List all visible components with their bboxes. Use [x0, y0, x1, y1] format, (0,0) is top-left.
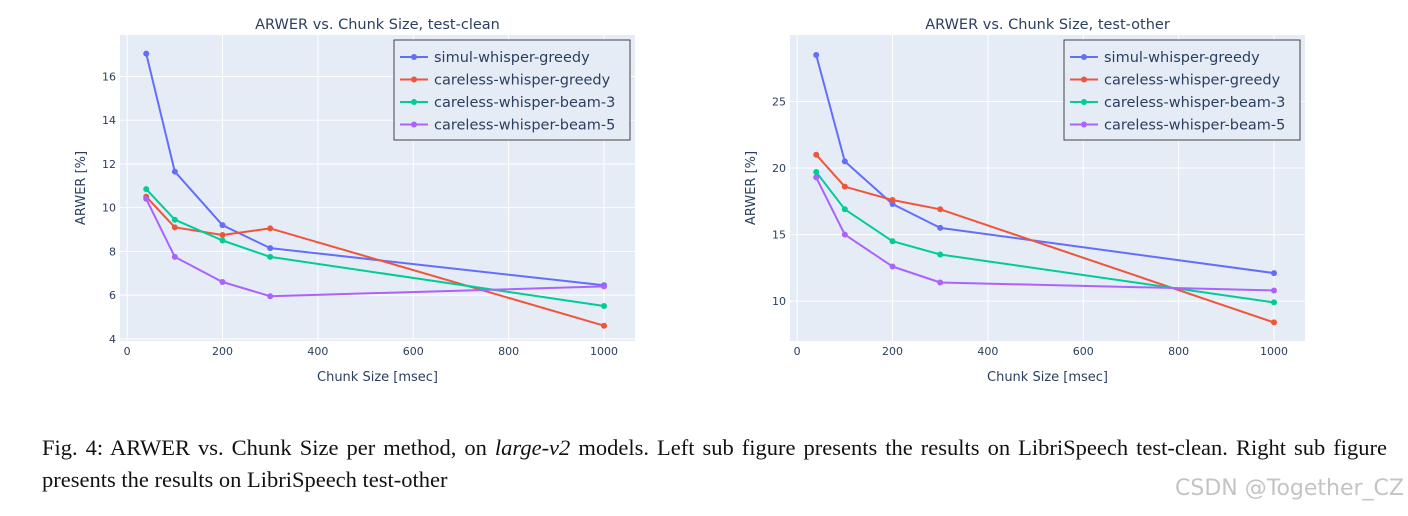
legend-label: careless-whisper-beam-5 — [434, 118, 615, 134]
x-tick-label: 0 — [124, 345, 131, 358]
data-point-careless-whisper-beam-5 — [1271, 287, 1278, 294]
legend-swatch-marker — [411, 121, 417, 128]
x-axis-label: Chunk Size [msec] — [987, 370, 1108, 385]
data-point-careless-whisper-beam-5 — [143, 195, 150, 202]
y-tick-label: 4 — [109, 333, 116, 346]
data-point-careless-whisper-beam-3 — [813, 169, 820, 176]
y-axis-label: ARWER [%] — [744, 151, 759, 225]
x-tick-label: 800 — [498, 345, 519, 358]
x-tick-label: 1000 — [590, 345, 618, 358]
x-tick-label: 200 — [882, 345, 903, 358]
data-point-careless-whisper-beam-3 — [1271, 299, 1278, 306]
x-tick-label: 400 — [307, 345, 328, 358]
data-point-simul-whisper-greedy — [219, 222, 226, 229]
x-tick-label: 800 — [1168, 345, 1189, 358]
data-point-careless-whisper-greedy — [1271, 319, 1278, 326]
data-point-simul-whisper-greedy — [143, 50, 150, 57]
data-point-careless-whisper-beam-3 — [889, 238, 896, 245]
caption-prefix: Fig. 4: ARWER vs. Chunk Size per method,… — [42, 435, 495, 460]
chart-title: ARWER vs. Chunk Size, test-clean — [255, 17, 500, 33]
data-point-simul-whisper-greedy — [813, 51, 820, 58]
data-point-careless-whisper-beam-3 — [171, 216, 178, 223]
data-point-careless-whisper-beam-3 — [143, 186, 150, 193]
data-point-simul-whisper-greedy — [267, 245, 274, 252]
legend-label: careless-whisper-beam-3 — [1104, 95, 1285, 111]
y-tick-label: 6 — [109, 289, 116, 302]
data-point-careless-whisper-beam-5 — [219, 278, 226, 285]
caption-suffix: models. Left sub figure presents the res… — [42, 435, 1388, 492]
figure-caption: Fig. 4: ARWER vs. Chunk Size per method,… — [42, 432, 1387, 496]
legend-swatch-marker — [1081, 76, 1087, 83]
x-tick-label: 1000 — [1260, 345, 1288, 358]
data-point-careless-whisper-beam-5 — [171, 253, 178, 260]
y-axis-label: ARWER [%] — [74, 151, 89, 225]
legend-label: simul-whisper-greedy — [1104, 50, 1260, 66]
chart-test-clean: 0 200 400 600 800 1000 4 6 8 10 12 14 16 ARWER vs. Ch… — [74, 17, 635, 385]
y-tick-label: 15 — [772, 229, 786, 242]
data-point-careless-whisper-greedy — [601, 322, 608, 329]
x-tick-label: 400 — [977, 345, 998, 358]
data-point-careless-whisper-beam-3 — [937, 251, 944, 258]
data-point-careless-whisper-beam-5 — [841, 231, 848, 238]
data-point-simul-whisper-greedy — [937, 224, 944, 231]
y-tick-label: 10 — [102, 202, 116, 215]
legend-label: careless-whisper-greedy — [434, 73, 611, 89]
data-point-careless-whisper-beam-3 — [841, 206, 848, 213]
data-point-careless-whisper-greedy — [937, 206, 944, 213]
legend-swatch-marker — [1081, 121, 1087, 128]
legend-box — [1063, 39, 1301, 141]
data-point-careless-whisper-beam-5 — [937, 279, 944, 286]
data-point-simul-whisper-greedy — [841, 158, 848, 165]
legend-label: careless-whisper-greedy — [1104, 73, 1281, 89]
legend-label: careless-whisper-beam-3 — [434, 95, 615, 111]
x-tick-label: 600 — [1073, 345, 1094, 358]
data-point-careless-whisper-beam-3 — [267, 253, 274, 260]
data-point-careless-whisper-greedy — [267, 225, 274, 232]
y-tick-label: 14 — [102, 114, 116, 127]
legend-swatch-marker — [411, 54, 417, 60]
data-point-simul-whisper-greedy — [171, 168, 178, 175]
chart-test-other: 0 200 400 600 800 1000 10 15 20 25 ARWER vs. Chunk… — [744, 17, 1305, 385]
legend-swatch-marker — [411, 76, 417, 83]
x-tick-label: 0 — [794, 345, 801, 358]
y-tick-label: 8 — [109, 245, 116, 258]
legend-label: simul-whisper-greedy — [434, 50, 590, 66]
y-tick-label: 25 — [772, 96, 786, 109]
data-point-careless-whisper-beam-5 — [267, 293, 274, 300]
data-point-careless-whisper-greedy — [841, 183, 848, 190]
y-tick-label: 10 — [772, 295, 786, 308]
data-point-careless-whisper-beam-3 — [219, 237, 226, 244]
data-point-careless-whisper-greedy — [889, 196, 896, 203]
legend-label: careless-whisper-beam-5 — [1104, 118, 1285, 134]
y-tick-label: 20 — [772, 162, 786, 175]
data-point-simul-whisper-greedy — [1271, 270, 1278, 277]
y-tick-label: 12 — [102, 158, 116, 171]
chart-title: ARWER vs. Chunk Size, test-other — [925, 17, 1170, 33]
legend-swatch-marker — [1081, 54, 1087, 60]
data-point-careless-whisper-beam-5 — [889, 263, 896, 270]
legend-swatch-marker — [411, 99, 417, 105]
data-point-careless-whisper-greedy — [219, 231, 226, 238]
data-point-careless-whisper-greedy — [171, 224, 178, 231]
x-axis-label: Chunk Size [msec] — [317, 370, 438, 385]
watermark: CSDN @Together_CZ — [1175, 476, 1404, 501]
data-point-careless-whisper-beam-5 — [813, 174, 820, 181]
legend-swatch-marker — [1081, 99, 1087, 105]
caption-model: large-v2 — [494, 435, 571, 460]
data-point-careless-whisper-beam-3 — [601, 303, 608, 310]
data-point-careless-whisper-greedy — [813, 151, 820, 158]
x-tick-label: 600 — [403, 345, 424, 358]
legend-box — [393, 39, 631, 141]
y-tick-label: 16 — [102, 71, 116, 84]
x-tick-label: 200 — [212, 345, 233, 358]
data-point-careless-whisper-beam-5 — [601, 283, 608, 290]
